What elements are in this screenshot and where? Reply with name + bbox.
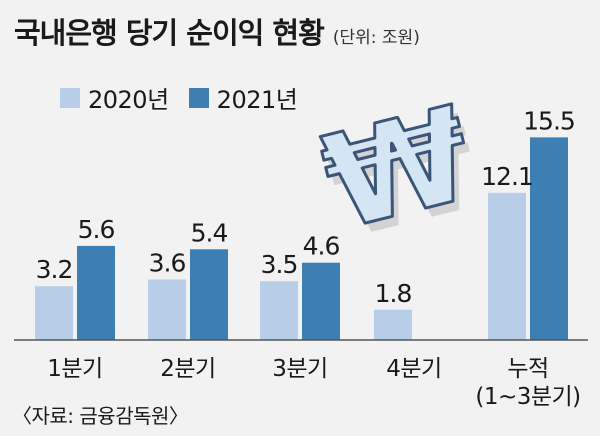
chart-title: 국내은행 당기 순이익 현황 bbox=[14, 16, 325, 50]
legend-item-2021: 2021년 bbox=[188, 80, 298, 115]
won-symbol-icon: ₩ ₩ bbox=[309, 76, 493, 268]
chart-header: 국내은행 당기 순이익 현황 (단위: 조원) bbox=[14, 10, 420, 52]
bars-layer bbox=[35, 137, 568, 340]
legend-swatch-2020 bbox=[60, 87, 80, 108]
value-labels-layer: 3.25.6 3.65.4 3.54.6 1.8 12.1 15.5 bbox=[36, 106, 576, 308]
category-label-0: 1분기 bbox=[47, 356, 102, 382]
legend-label-2021: 2021년 bbox=[216, 86, 298, 114]
bar-2021-4 bbox=[530, 137, 568, 340]
bar-2020-3 bbox=[374, 309, 412, 340]
svg-text:₩: ₩ bbox=[310, 77, 486, 259]
category-label-4-line0: 누적 bbox=[507, 356, 548, 382]
bar-2020-4 bbox=[488, 192, 526, 340]
category-label-3: 4분기 bbox=[386, 356, 441, 382]
legend-label-2020: 2020년 bbox=[88, 86, 169, 114]
source-note: 〈자료: 금융감독원〉 bbox=[12, 404, 189, 428]
legend: 2020년 2021년 bbox=[60, 80, 317, 115]
category-label-2: 3분기 bbox=[272, 356, 327, 382]
value-label-2020-3: 1.8 bbox=[375, 279, 412, 308]
bar-2020-1 bbox=[148, 279, 186, 340]
value-label-2020-2: 3.5 bbox=[261, 250, 298, 279]
value-label-2021-0: 5.6 bbox=[78, 215, 115, 244]
value-label-2021-4: 15.5 bbox=[523, 106, 575, 135]
bar-2020-0 bbox=[35, 286, 73, 340]
category-labels-layer: 1분기 2분기 3분기 4분기 누적(1~3분기) bbox=[47, 356, 581, 410]
bar-2020-2 bbox=[260, 281, 298, 340]
value-label-2021-2: 4.6 bbox=[303, 232, 340, 261]
unit-label: (단위: 조원) bbox=[332, 28, 420, 48]
bar-2021-1 bbox=[190, 249, 228, 340]
value-label-2020-4: 12.1 bbox=[481, 162, 533, 191]
value-label-2020-0: 3.2 bbox=[36, 255, 73, 284]
category-label-4-line1: (1~3분기) bbox=[475, 384, 580, 410]
svg-text:₩: ₩ bbox=[316, 86, 492, 268]
bar-2021-0 bbox=[77, 245, 115, 340]
value-label-2020-1: 3.6 bbox=[149, 249, 186, 278]
bar-2021-2 bbox=[302, 262, 340, 340]
legend-item-2020: 2020년 bbox=[60, 80, 169, 115]
value-label-2021-1: 5.4 bbox=[191, 218, 228, 247]
category-label-1: 2분기 bbox=[160, 356, 215, 382]
legend-swatch-2021 bbox=[188, 87, 209, 108]
